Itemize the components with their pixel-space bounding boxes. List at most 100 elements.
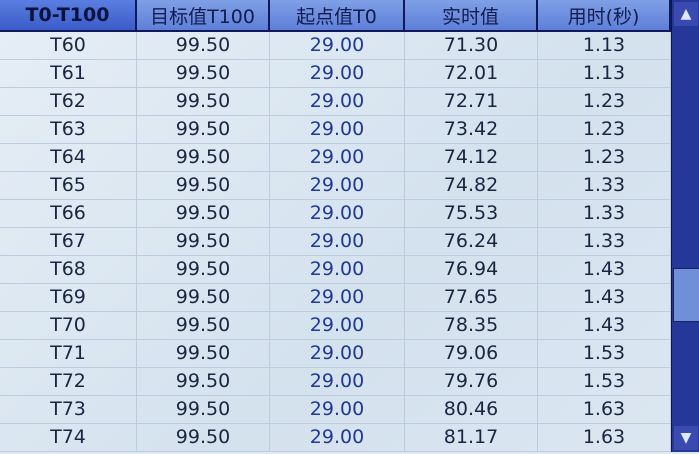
table-cell: 29.00 (270, 228, 405, 255)
table-cell: 99.50 (137, 172, 270, 199)
table-cell: 1.33 (538, 172, 671, 199)
table-cell: 29.00 (270, 200, 405, 227)
table-cell: T70 (0, 312, 137, 339)
table-cell: 75.53 (405, 200, 538, 227)
table-cell: 1.13 (538, 32, 671, 59)
table-cell: 1.13 (538, 60, 671, 87)
column-header[interactable]: T0-T100 (0, 0, 137, 30)
table-cell: 73.42 (405, 116, 538, 143)
table-cell: T73 (0, 396, 137, 423)
table-row[interactable]: T73 99.50 29.00 80.46 1.63 (0, 396, 671, 424)
table-cell: 99.50 (137, 312, 270, 339)
table-cell: T66 (0, 200, 137, 227)
table-cell: 1.43 (538, 284, 671, 311)
table-cell: 29.00 (270, 32, 405, 59)
table-row[interactable]: T64 99.50 29.00 74.12 1.23 (0, 144, 671, 172)
table-cell: 99.50 (137, 60, 270, 87)
table-cell: 99.50 (137, 116, 270, 143)
table-row[interactable]: T71 99.50 29.00 79.06 1.53 (0, 340, 671, 368)
table-cell: T65 (0, 172, 137, 199)
scroll-up-icon[interactable]: ▲ (674, 2, 698, 26)
table-cell: T64 (0, 144, 137, 171)
table-cell: 99.50 (137, 88, 270, 115)
table-cell: 71.30 (405, 32, 538, 59)
table-cell: 99.50 (137, 228, 270, 255)
table-cell: 99.50 (137, 396, 270, 423)
table-cell: 29.00 (270, 312, 405, 339)
table-cell: 79.06 (405, 340, 538, 367)
table-cell: 1.43 (538, 256, 671, 283)
table-row[interactable]: T63 99.50 29.00 73.42 1.23 (0, 116, 671, 144)
table-cell: 1.23 (538, 88, 671, 115)
table-cell: 29.00 (270, 88, 405, 115)
table-cell: 1.23 (538, 116, 671, 143)
table-cell: T60 (0, 32, 137, 59)
table-body: T60 99.50 29.00 71.30 1.13 T61 99.50 29.00 72.01… (0, 32, 671, 452)
table-cell: 1.33 (538, 200, 671, 227)
table-cell: T61 (0, 60, 137, 87)
table-row[interactable]: T68 99.50 29.00 76.94 1.43 (0, 256, 671, 284)
table-header: T0-T100 目标值T100 起点值T0 实时值 用时(秒) (0, 0, 671, 32)
table-cell: 99.50 (137, 424, 270, 451)
table-row[interactable]: T72 99.50 29.00 79.76 1.53 (0, 368, 671, 396)
table-row[interactable]: T67 99.50 29.00 76.24 1.33 (0, 228, 671, 256)
table-cell: 99.50 (137, 200, 270, 227)
table-cell: 76.94 (405, 256, 538, 283)
table-cell: 29.00 (270, 284, 405, 311)
column-header[interactable]: 起点值T0 (270, 0, 405, 30)
table-cell: 1.43 (538, 312, 671, 339)
table-row[interactable]: T65 99.50 29.00 74.82 1.33 (0, 172, 671, 200)
table-cell: 29.00 (270, 424, 405, 451)
table-cell: 1.63 (538, 424, 671, 451)
table-cell: 29.00 (270, 172, 405, 199)
table-cell: 1.53 (538, 368, 671, 395)
table-cell: 99.50 (137, 32, 270, 59)
table-cell: T67 (0, 228, 137, 255)
table-cell: 74.12 (405, 144, 538, 171)
vertical-scrollbar[interactable]: ▲ ▼ (671, 0, 699, 452)
table-cell: 99.50 (137, 284, 270, 311)
table-cell: 1.33 (538, 228, 671, 255)
table-cell: T63 (0, 116, 137, 143)
table-cell: 29.00 (270, 396, 405, 423)
table-cell: 78.35 (405, 312, 538, 339)
table-cell: 81.17 (405, 424, 538, 451)
scroll-down-icon[interactable]: ▼ (674, 426, 698, 450)
table-cell: 77.65 (405, 284, 538, 311)
table-cell: T68 (0, 256, 137, 283)
table-row[interactable]: T60 99.50 29.00 71.30 1.13 (0, 32, 671, 60)
scrollbar-thumb[interactable] (673, 268, 699, 322)
table-cell: 72.71 (405, 88, 538, 115)
table-cell: T69 (0, 284, 137, 311)
table-cell: 72.01 (405, 60, 538, 87)
table-cell: 1.23 (538, 144, 671, 171)
table-cell: 29.00 (270, 368, 405, 395)
table-cell: 99.50 (137, 340, 270, 367)
table-cell: 1.63 (538, 396, 671, 423)
table-cell: 29.00 (270, 256, 405, 283)
table-cell: 99.50 (137, 368, 270, 395)
table-row[interactable]: T66 99.50 29.00 75.53 1.33 (0, 200, 671, 228)
table-row[interactable]: T69 99.50 29.00 77.65 1.43 (0, 284, 671, 312)
table-cell: T72 (0, 368, 137, 395)
table-cell: T74 (0, 424, 137, 451)
table-row[interactable]: T70 99.50 29.00 78.35 1.43 (0, 312, 671, 340)
table-cell: 29.00 (270, 144, 405, 171)
table-cell: 74.82 (405, 172, 538, 199)
table-cell: 99.50 (137, 144, 270, 171)
table-row[interactable]: T61 99.50 29.00 72.01 1.13 (0, 60, 671, 88)
data-table: T0-T100 目标值T100 起点值T0 实时值 用时(秒) T60 99.50 29.0… (0, 0, 671, 452)
table-cell: T62 (0, 88, 137, 115)
table-cell: 1.53 (538, 340, 671, 367)
table-cell: 29.00 (270, 340, 405, 367)
column-header[interactable]: 实时值 (405, 0, 538, 30)
table-cell: 29.00 (270, 60, 405, 87)
table-cell: 29.00 (270, 116, 405, 143)
table-cell: 80.46 (405, 396, 538, 423)
table-row[interactable]: T62 99.50 29.00 72.71 1.23 (0, 88, 671, 116)
column-header[interactable]: 用时(秒) (538, 0, 671, 30)
table-cell: 79.76 (405, 368, 538, 395)
table-cell: 99.50 (137, 256, 270, 283)
table-row[interactable]: T74 99.50 29.00 81.17 1.63 (0, 424, 671, 452)
column-header[interactable]: 目标值T100 (137, 0, 270, 30)
